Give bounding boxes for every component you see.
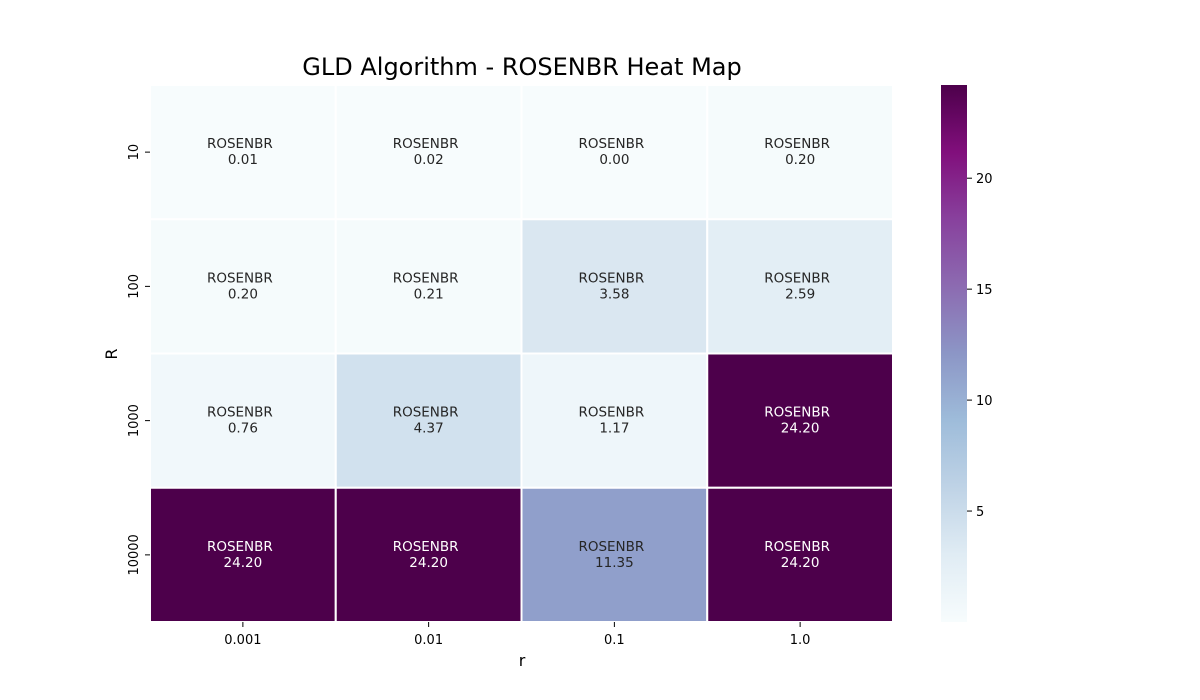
heatmap-cells: ROSENBR0.01ROSENBR0.02ROSENBR0.00ROSENBR…	[149, 84, 894, 623]
cell-label: ROSENBR	[578, 270, 644, 286]
heatmap-cell	[149, 486, 337, 623]
cell-value: 1.17	[599, 421, 629, 437]
cell-label: ROSENBR	[393, 405, 459, 421]
cell-value: 0.00	[599, 152, 629, 168]
x-tick-label: 0.01	[414, 633, 443, 648]
x-tick-label: 0.001	[224, 633, 261, 648]
cell-label: ROSENBR	[393, 136, 459, 152]
heatmap-cell	[334, 84, 523, 221]
colorbar-tick-label: 10	[976, 394, 993, 409]
chart-title: GLD Algorithm - ROSENBR Heat Map	[302, 53, 741, 81]
y-tick-label: 100	[127, 274, 142, 299]
x-axis-ticks: 0.001 0.01 0.1 1.0	[224, 622, 810, 648]
cell-value: 24.20	[781, 421, 820, 437]
heatmap-cell	[334, 218, 523, 355]
colorbar: 5 10 15 20	[941, 85, 993, 622]
cell-label: ROSENBR	[207, 539, 273, 555]
heatmap-cell	[706, 352, 894, 489]
y-axis-label: R	[102, 348, 121, 359]
y-tick-label: 1000	[127, 404, 142, 437]
cell-value: 0.20	[785, 152, 815, 168]
y-tick-label: 10000	[127, 534, 142, 575]
cell-value: 24.20	[781, 555, 820, 571]
heatmap-cell	[706, 486, 894, 623]
x-tick-label: 0.1	[604, 633, 625, 648]
cell-label: ROSENBR	[764, 136, 830, 152]
colorbar-tick-label: 15	[976, 283, 993, 298]
heatmap-cell	[706, 84, 894, 221]
cell-value: 11.35	[595, 555, 634, 571]
cell-label: ROSENBR	[207, 270, 273, 286]
colorbar-tick-label: 5	[976, 505, 984, 520]
cell-value: 0.01	[228, 152, 258, 168]
cell-label: ROSENBR	[393, 539, 459, 555]
colorbar-tick-label: 20	[976, 172, 993, 187]
heatmap-cell	[149, 84, 337, 221]
cell-value: 24.20	[409, 555, 448, 571]
heatmap-cell	[334, 486, 523, 623]
y-axis-ticks: 10 100 1000 10000	[127, 144, 150, 576]
cell-label: ROSENBR	[578, 136, 644, 152]
heatmap-cell	[706, 218, 894, 355]
cell-value: 0.21	[414, 286, 444, 302]
cell-value: 0.76	[228, 421, 258, 437]
cell-value: 3.58	[599, 286, 629, 302]
cell-label: ROSENBR	[578, 405, 644, 421]
cell-label: ROSENBR	[764, 539, 830, 555]
cell-label: ROSENBR	[207, 405, 273, 421]
y-tick-label: 10	[127, 144, 142, 161]
cell-label: ROSENBR	[578, 539, 644, 555]
x-tick-label: 1.0	[790, 633, 811, 648]
heatmap-cell	[520, 84, 709, 221]
cell-label: ROSENBR	[764, 405, 830, 421]
cell-label: ROSENBR	[393, 270, 459, 286]
cell-value: 4.37	[414, 421, 444, 437]
x-axis-label: r	[519, 651, 526, 670]
heatmap-cell	[334, 352, 523, 489]
cell-label: ROSENBR	[207, 136, 273, 152]
heatmap-cell	[149, 218, 337, 355]
cell-value: 24.20	[224, 555, 263, 571]
cell-value: 0.20	[228, 286, 258, 302]
cell-value: 2.59	[785, 286, 815, 302]
cell-label: ROSENBR	[764, 270, 830, 286]
cell-value: 0.02	[414, 152, 444, 168]
colorbar-gradient	[941, 85, 967, 622]
